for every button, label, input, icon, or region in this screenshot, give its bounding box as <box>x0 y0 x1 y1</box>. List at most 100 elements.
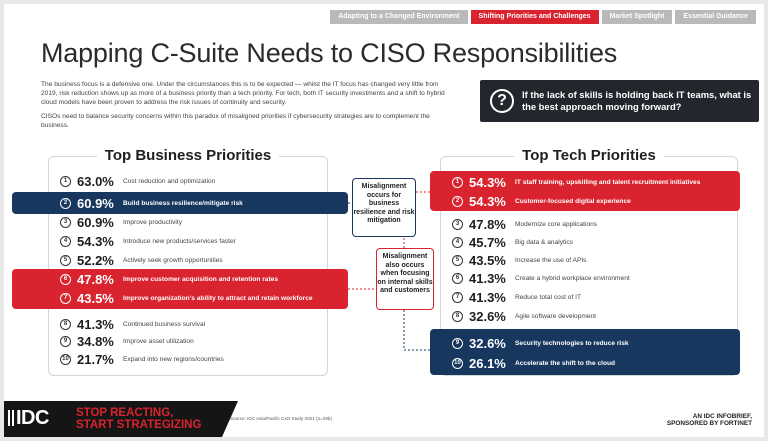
tech-priority-row: 1 54.3% IT staff training, upskilling and … <box>452 173 700 191</box>
tech-priority-row: 10 26.1% Accelerate the shift to the cloud <box>452 354 615 372</box>
rank-number: 10 <box>60 353 71 365</box>
priority-percent: 43.5% <box>77 290 114 306</box>
business-priority-row: 1 63.0% Cost reduction and optimization <box>60 172 215 190</box>
infobrief-page: Adapting to a Changed Environment Shifti… <box>4 4 764 437</box>
footer-slogan: STOP REACTING, START STRATEGIZING <box>76 407 202 431</box>
priority-label: Build business resilience/mitigate risk <box>123 199 243 207</box>
business-priority-row: 3 60.9% Improve productivity <box>60 213 182 231</box>
priority-percent: 54.3% <box>77 233 114 249</box>
priority-percent: 54.3% <box>469 193 506 209</box>
section-tabs: Adapting to a Changed Environment Shifti… <box>330 10 756 24</box>
rank-number: 9 <box>452 337 463 349</box>
priority-percent: 45.7% <box>469 234 506 250</box>
rank-number: 9 <box>60 335 71 347</box>
rank-number: 3 <box>452 218 463 230</box>
question-mark-icon: ? <box>490 89 514 113</box>
idc-logo: IDC <box>16 407 49 429</box>
tech-priority-row: 4 45.7% Big data & analytics <box>452 233 573 251</box>
priority-percent: 34.8% <box>77 333 114 349</box>
business-priority-row: 6 47.8% Improve customer acquisition and r… <box>60 270 278 288</box>
business-priority-row: 9 34.8% Improve asset utilization <box>60 332 194 350</box>
business-highlight-resilience <box>12 192 348 214</box>
callout-text: If the lack of skills is holding back IT… <box>522 89 752 112</box>
priority-label: Accelerate the shift to the cloud <box>515 359 616 367</box>
tech-priority-row: 6 41.3% Create a hybrid workplace environm… <box>452 269 630 287</box>
business-priority-row: 4 54.3% Introduce new products/services fa… <box>60 232 236 250</box>
misalignment-box-1: Misalignment occurs for business resilie… <box>352 178 416 237</box>
priority-label: Security technologies to reduce risk <box>515 339 629 347</box>
priority-percent: 41.3% <box>469 289 506 305</box>
priority-label: Agile software development <box>515 312 597 320</box>
priority-label: Introduce new products/services faster <box>123 237 236 245</box>
priority-label: Increase the use of APIs <box>515 256 587 264</box>
priority-percent: 63.0% <box>77 173 114 189</box>
rank-number: 10 <box>452 357 463 369</box>
rank-number: 2 <box>452 195 463 207</box>
priority-label: Actively seek growth opportunities <box>123 256 223 264</box>
rank-number: 8 <box>60 318 71 330</box>
priority-percent: 52.2% <box>77 252 114 268</box>
rank-number: 7 <box>452 291 463 303</box>
priority-percent: 47.8% <box>469 216 506 232</box>
rank-number: 1 <box>60 175 71 187</box>
source-note: Source: IDC Asia/Pacific CxO Study 2021 … <box>230 416 333 421</box>
priority-label: Expand into new regions/countries <box>123 355 224 363</box>
connector-tech-security <box>403 309 430 351</box>
priority-label: Improve customer acquisition and retenti… <box>123 275 278 283</box>
priority-label: Continued business survival <box>123 320 206 328</box>
tab-essential-guidance[interactable]: Essential Guidance <box>675 10 756 24</box>
tech-priority-row: 2 54.3% Customer-focused digital experienc… <box>452 192 631 210</box>
tab-adapting[interactable]: Adapting to a Changed Environment <box>330 10 468 24</box>
priority-percent: 41.3% <box>77 316 114 332</box>
priority-percent: 60.9% <box>77 195 114 211</box>
tech-priority-row: 7 41.3% Reduce total cost of IT <box>452 288 581 306</box>
priority-label: Improve productivity <box>123 218 182 226</box>
rank-number: 4 <box>60 235 71 247</box>
priority-label: Improve organization's ability to attrac… <box>123 294 313 302</box>
business-priority-row: 2 60.9% Build business resilience/mitigate… <box>60 194 243 212</box>
rank-number: 5 <box>60 254 71 266</box>
tech-priority-row: 8 32.6% Agile software development <box>452 307 596 325</box>
rank-number: 6 <box>452 272 463 284</box>
tech-priority-row: 5 43.5% Increase the use of APIs <box>452 251 586 269</box>
business-priority-row: 7 43.5% Improve organization's ability to … <box>60 289 313 307</box>
business-priority-row: 8 41.3% Continued business survival <box>60 315 205 333</box>
rank-number: 8 <box>452 310 463 322</box>
priority-label: Create a hybrid workplace environment <box>515 274 630 282</box>
rank-number: 5 <box>452 254 463 266</box>
priority-percent: 60.9% <box>77 214 114 230</box>
rank-number: 7 <box>60 292 71 304</box>
priority-percent: 32.6% <box>469 308 506 324</box>
misalignment-box-2: Misalignment also occurs when focusing o… <box>376 248 434 310</box>
rank-number: 4 <box>452 236 463 248</box>
priority-percent: 41.3% <box>469 270 506 286</box>
business-panel-title: Top Business Priorities <box>96 147 280 164</box>
priority-label: Improve asset utilization <box>123 337 194 345</box>
tech-highlight-security <box>430 329 740 375</box>
priority-percent: 43.5% <box>469 252 506 268</box>
priority-label: Cost reduction and optimization <box>123 177 216 185</box>
tab-shifting-priorities[interactable]: Shifting Priorities and Challenges <box>470 10 599 24</box>
question-callout: ? If the lack of skills is holding back … <box>480 80 759 122</box>
intro-text: The business focus is a defensive one. U… <box>41 80 446 134</box>
business-priority-row: 10 21.7% Expand into new regions/countries <box>60 350 224 368</box>
business-priority-row: 5 52.2% Actively seek growth opportunities <box>60 251 223 269</box>
priority-percent: 26.1% <box>469 355 506 371</box>
page-title: Mapping C-Suite Needs to CISO Responsibi… <box>41 38 618 68</box>
priority-percent: 47.8% <box>77 271 114 287</box>
priority-percent: 32.6% <box>469 335 506 351</box>
tech-highlight-skills <box>430 171 740 211</box>
footer-bar: IDC STOP REACTING, START STRATEGIZING So… <box>4 401 764 437</box>
sponsor-note: AN IDC INFOBRIEF, SPONSORED BY FORTINET <box>666 413 752 428</box>
tab-market-spotlight[interactable]: Market Spotlight <box>601 10 673 24</box>
priority-label: Reduce total cost of IT <box>515 293 581 301</box>
tech-priority-row: 9 32.6% Security technologies to reduce ri… <box>452 334 629 352</box>
rank-number: 1 <box>452 176 463 188</box>
intro-paragraph-1: The business focus is a defensive one. U… <box>41 81 445 107</box>
rank-number: 6 <box>60 273 71 285</box>
priority-percent: 21.7% <box>77 351 114 367</box>
tech-priority-row: 3 47.8% Modernize core applications <box>452 215 597 233</box>
priority-label: Big data & analytics <box>515 238 573 246</box>
tech-panel-title: Top Tech Priorities <box>514 147 664 164</box>
idc-logo-mark <box>8 410 14 426</box>
